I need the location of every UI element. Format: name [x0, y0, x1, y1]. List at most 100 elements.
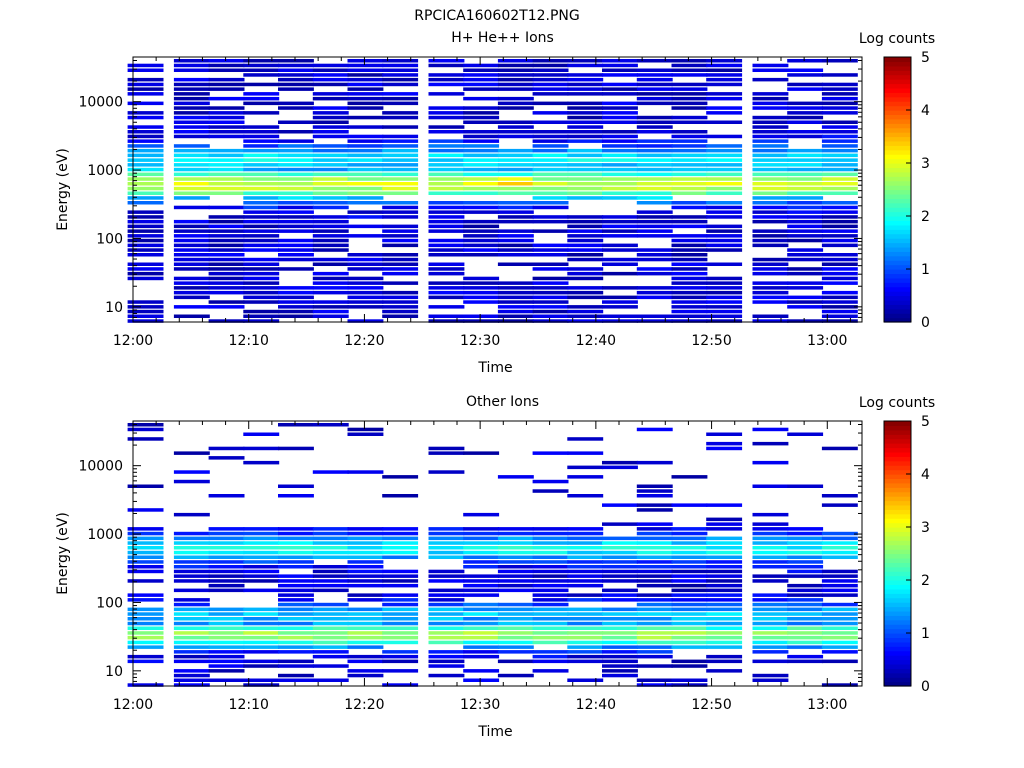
- colorbar-step: [884, 478, 911, 484]
- colorbar-step: [884, 443, 911, 449]
- heatmap-cell: [347, 92, 384, 96]
- heatmap-cell: [208, 63, 245, 68]
- colorbar-step: [884, 451, 911, 457]
- heatmap-cell: [428, 139, 465, 143]
- heatmap-cell: [787, 645, 824, 649]
- heatmap-cell: [463, 68, 500, 72]
- heatmap-cell: [382, 267, 419, 271]
- colorbar-step: [884, 487, 911, 493]
- heatmap-cell: [532, 489, 569, 493]
- heatmap-cell: [787, 238, 824, 243]
- heatmap-cell: [428, 290, 465, 295]
- heatmap-cell: [567, 253, 604, 257]
- heatmap-cell: [278, 130, 314, 134]
- heatmap-cell: [382, 527, 419, 531]
- y-tick-label: 10: [105, 664, 123, 680]
- heatmap-cell: [463, 73, 500, 77]
- heatmap-cell: [787, 115, 824, 120]
- heatmap-cell: [821, 234, 858, 238]
- colorbar-tick-label: 4: [921, 103, 930, 119]
- heatmap-cell: [706, 555, 743, 559]
- heatmap-cell: [173, 631, 210, 635]
- heatmap-cell: [787, 598, 824, 602]
- heatmap-cell: [243, 167, 280, 172]
- heatmap-cell: [636, 153, 673, 158]
- heatmap-cell: [752, 163, 789, 167]
- heatmap-cell: [787, 569, 824, 574]
- heatmap-cell: [821, 144, 858, 148]
- heatmap-cell: [347, 215, 384, 219]
- colorbar-step: [884, 96, 911, 102]
- heatmap-cell: [532, 621, 569, 626]
- heatmap-cell: [497, 569, 534, 574]
- heatmap-cell: [278, 63, 314, 68]
- heatmap-cell: [752, 210, 789, 214]
- heatmap-cell: [428, 210, 465, 214]
- heatmap-cell: [243, 248, 280, 252]
- panel-2: 12:00 12:10 12:20 12:30 12:40 12:50 13:0010100…: [55, 394, 935, 740]
- heatmap-cell: [706, 229, 743, 233]
- heatmap-cell: [821, 281, 858, 285]
- colorbar-step: [884, 474, 911, 480]
- heatmap-cell: [243, 432, 280, 436]
- heatmap-cell: [243, 569, 280, 574]
- heatmap-cell: [278, 673, 314, 678]
- heatmap-cell: [636, 120, 673, 124]
- heatmap-cell: [347, 617, 384, 621]
- heatmap-cell: [671, 87, 708, 91]
- heatmap-cell: [671, 82, 708, 87]
- heatmap-cell: [127, 101, 164, 106]
- heatmap-cell: [636, 271, 673, 276]
- heatmap-cell: [127, 172, 164, 177]
- heatmap-cell: [671, 153, 708, 158]
- colorbar-step: [884, 176, 911, 182]
- heatmap-cell: [821, 139, 858, 143]
- heatmap-cell: [497, 621, 534, 626]
- heatmap-cell: [243, 309, 280, 314]
- heatmap-cell: [532, 640, 569, 645]
- heatmap-cell: [243, 224, 280, 229]
- colorbar-step: [884, 527, 911, 533]
- heatmap-cell: [532, 579, 569, 583]
- heatmap-cell: [706, 134, 743, 139]
- heatmap-cell: [127, 555, 164, 559]
- heatmap-cell: [532, 635, 569, 640]
- heatmap-cell: [706, 111, 743, 115]
- heatmap-cell: [671, 106, 708, 110]
- heatmap-cell: [497, 163, 534, 167]
- heatmap-cell: [243, 546, 280, 550]
- heatmap-cell: [636, 536, 673, 541]
- heatmap-cell: [312, 550, 349, 555]
- heatmap-cell: [602, 148, 638, 153]
- heatmap-cell: [243, 640, 280, 645]
- heatmap-cell: [208, 650, 245, 654]
- heatmap-cell: [821, 253, 858, 257]
- heatmap-cell: [382, 650, 419, 654]
- x-tick-label: 12:00: [113, 333, 153, 349]
- heatmap-cell: [821, 276, 858, 281]
- heatmap-cell: [347, 148, 384, 153]
- heatmap-cell: [821, 153, 858, 158]
- heatmap-cell: [243, 645, 280, 649]
- heatmap-cell: [706, 96, 743, 101]
- heatmap-cell: [278, 531, 314, 536]
- heatmap-cell: [671, 257, 708, 262]
- heatmap-cell: [532, 63, 569, 68]
- heatmap-cell: [312, 602, 349, 607]
- heatmap-cell: [127, 68, 164, 72]
- heatmap-cell: [243, 550, 280, 555]
- heatmap-cell: [428, 598, 465, 602]
- heatmap-cell: [497, 210, 534, 214]
- heatmap-cell: [636, 182, 673, 186]
- heatmap-cell: [787, 626, 824, 630]
- heatmap-cell: [497, 550, 534, 555]
- heatmap-cell: [173, 106, 210, 110]
- heatmap-cell: [463, 527, 500, 531]
- heatmap-cell: [671, 305, 708, 309]
- heatmap-cell: [532, 300, 569, 304]
- heatmap-cell: [532, 527, 569, 531]
- heatmap-cell: [173, 267, 210, 271]
- heatmap-cell: [497, 177, 534, 181]
- heatmap-cell: [173, 598, 210, 602]
- heatmap-cell: [497, 219, 534, 224]
